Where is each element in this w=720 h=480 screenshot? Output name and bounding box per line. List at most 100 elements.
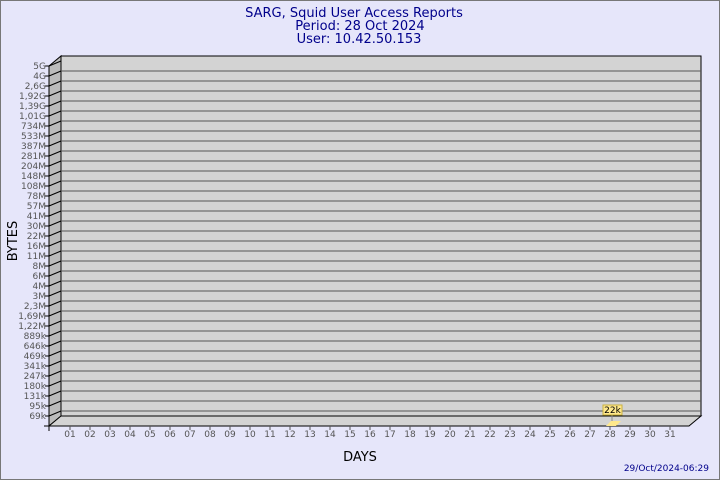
y-tick-label: 5G [33,62,46,72]
x-tick-label: 05 [144,430,155,440]
plot-floor [47,415,703,427]
y-tick-diagonal [48,120,62,127]
y-tick-diagonal [48,110,62,117]
y-tick-diagonal [48,60,62,67]
y-tick-label: 69k [29,412,46,422]
x-tick-label: 29 [624,430,636,440]
x-tick-label: 02 [84,430,95,440]
y-tick-label: 281M [21,152,46,162]
y-tick-diagonal [48,90,62,97]
y-tick-diagonal [48,170,62,177]
chart-title: SARG, Squid User Access Reports [245,6,463,21]
x-tick-label: 28 [604,430,616,440]
x-tick-label: 24 [524,430,536,440]
x-tick-label: 26 [564,430,576,440]
x-tick-label: 16 [364,430,376,440]
y-tick-label: 1,22M [18,322,46,332]
y-tick-label: 469k [24,352,47,362]
y-tick-diagonal [48,80,62,87]
y-tick-diagonal [48,130,62,137]
x-tick-label: 08 [204,430,216,440]
y-tick-label: 3M [33,292,47,302]
x-tick-label: 30 [644,430,656,440]
y-tick-diagonal [48,160,62,167]
x-tick-label: 17 [384,430,395,440]
y-tick-label: 108M [21,182,46,192]
y-tick-diagonal [48,230,62,237]
y-tick-label: 2,6G [25,82,46,92]
x-tick-label: 09 [224,430,236,440]
y-tick-label: 734M [21,122,46,132]
x-tick-label: 13 [304,430,315,440]
x-tick-label: 21 [464,430,475,440]
y-tick-label: 247k [24,372,47,382]
y-tick-label: 1,69M [18,312,46,322]
plot-back-wall [60,55,702,417]
y-tick-diagonal [48,240,62,247]
y-tick-diagonal [48,320,62,327]
y-tick-label: 22M [27,232,46,242]
y-tick-diagonal [48,180,62,187]
x-tick-label: 03 [104,430,115,440]
x-tick-label: 15 [344,430,355,440]
x-tick-label: 18 [404,430,416,440]
y-tick-label: 131k [24,392,47,402]
x-tick-label: 23 [504,430,515,440]
y-tick-label: 95k [29,402,46,412]
y-tick-diagonal [48,260,62,267]
chart-subtitle-user: User: 10.42.50.153 [297,32,422,47]
x-tick-label: 27 [584,430,595,440]
bar-data-label: 22k [604,406,621,416]
y-tick-label: 41M [27,212,46,222]
y-tick-diagonal [48,250,62,257]
y-tick-diagonal [48,380,62,387]
y-tick-diagonal [48,310,62,317]
y-tick-label: 4M [33,282,47,292]
y-tick-label: 646k [24,342,47,352]
x-tick-label: 04 [124,430,136,440]
x-tick-label: 10 [244,430,256,440]
y-tick-label: 148M [21,172,46,182]
timestamp: 29/Oct/2024-06:29 [624,464,709,474]
y-tick-label: 341k [24,362,47,372]
chart-subtitle-period: Period: 28 Oct 2024 [295,19,424,34]
bar-label-box [602,404,623,416]
y-tick-label: 57M [27,202,46,212]
y-tick-label: 533M [21,132,46,142]
x-axis-label: DAYS [343,450,377,465]
y-tick-diagonal [48,340,62,347]
y-tick-label: 1,92G [19,92,46,102]
y-tick-diagonal [48,220,62,227]
x-tick-label: 20 [444,430,456,440]
y-tick-label: 2,3M [24,302,46,312]
x-tick-label: 11 [264,430,275,440]
y-tick-label: 889k [24,332,47,342]
y-tick-label: 11M [27,252,46,262]
y-tick-diagonal [48,210,62,217]
x-tick-label: 19 [424,430,436,440]
x-tick-label: 12 [284,430,295,440]
y-tick-diagonal [48,100,62,107]
x-tick-label: 25 [544,430,555,440]
y-tick-diagonal [48,200,62,207]
y-tick-label: 16M [27,242,46,252]
x-tick-label: 07 [184,430,195,440]
y-tick-diagonal [48,400,62,407]
x-tick-label: 31 [664,430,675,440]
y-tick-diagonal [48,140,62,147]
y-tick-diagonal [48,330,62,337]
y-tick-diagonal [48,360,62,367]
y-tick-label: 78M [27,192,46,202]
y-tick-diagonal [48,190,62,197]
y-tick-label: 1,39G [19,102,46,112]
y-tick-label: 1,01G [19,112,46,122]
y-tick-label: 204M [21,162,46,172]
y-tick-diagonal [48,410,62,417]
x-tick-label: 14 [324,430,336,440]
y-tick-label: 8M [33,262,47,272]
x-tick-label: 01 [64,430,75,440]
y-tick-diagonal [48,300,62,307]
y-tick-diagonal [48,280,62,287]
bar-day-28 [606,421,621,426]
